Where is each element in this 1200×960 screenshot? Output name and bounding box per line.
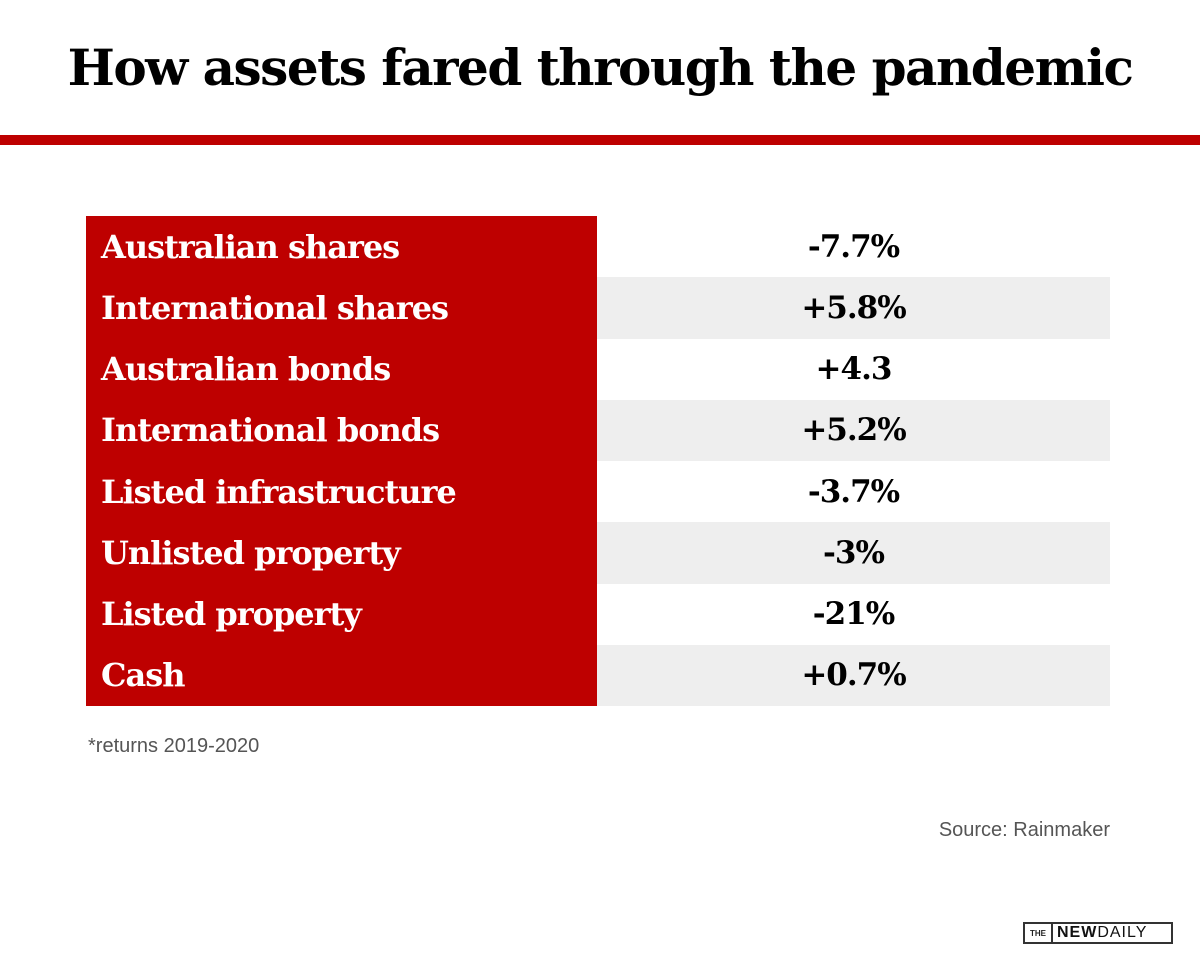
table-row: Listed infrastructure -3.7% — [86, 461, 1110, 523]
asset-label: Australian bonds — [86, 338, 597, 400]
return-value: +5.2% — [597, 399, 1110, 461]
logo-daily: DAILY — [1097, 924, 1148, 941]
source-note: Source: Rainmaker — [938, 819, 1110, 841]
asset-label: Unlisted property — [86, 522, 597, 584]
return-value: +5.8% — [597, 277, 1110, 339]
return-value: -3.7% — [807, 473, 900, 510]
asset-label: International bonds — [86, 399, 597, 461]
table-row: Australian shares -7.7% — [86, 216, 1110, 278]
logo-wordmark: NEWDAILY — [1053, 924, 1147, 942]
title-divider — [0, 135, 1200, 145]
logo-the: THE — [1025, 924, 1053, 942]
table-row: International bonds +5.2% — [86, 399, 1110, 461]
table-row: International shares +5.8% — [86, 277, 1110, 339]
table-row: Listed property -21% — [86, 583, 1110, 645]
return-value: -7.7% — [807, 228, 900, 265]
returns-table: Australian shares -7.7% International sha… — [86, 216, 1110, 706]
asset-label: Cash — [86, 644, 597, 706]
logo-new: NEW — [1057, 924, 1098, 941]
return-value: -3% — [597, 522, 1110, 584]
table-row: Australian bonds +4.3 — [86, 338, 1110, 400]
newdaily-logo: THE NEWDAILY — [1023, 922, 1173, 944]
return-value: +0.7% — [597, 644, 1110, 706]
asset-label: Listed property — [86, 583, 597, 645]
asset-label: International shares — [86, 277, 597, 339]
return-value: +4.3 — [815, 351, 893, 388]
chart-title: How assets fared through the pandemic — [67, 38, 1134, 97]
table-row: Cash +0.7% — [86, 644, 1110, 706]
footnote: *returns 2019-2020 — [88, 735, 260, 757]
asset-label: Australian shares — [86, 216, 597, 278]
table-row: Unlisted property -3% — [86, 522, 1110, 584]
asset-label: Listed infrastructure — [86, 461, 597, 523]
return-value: -21% — [812, 596, 895, 633]
